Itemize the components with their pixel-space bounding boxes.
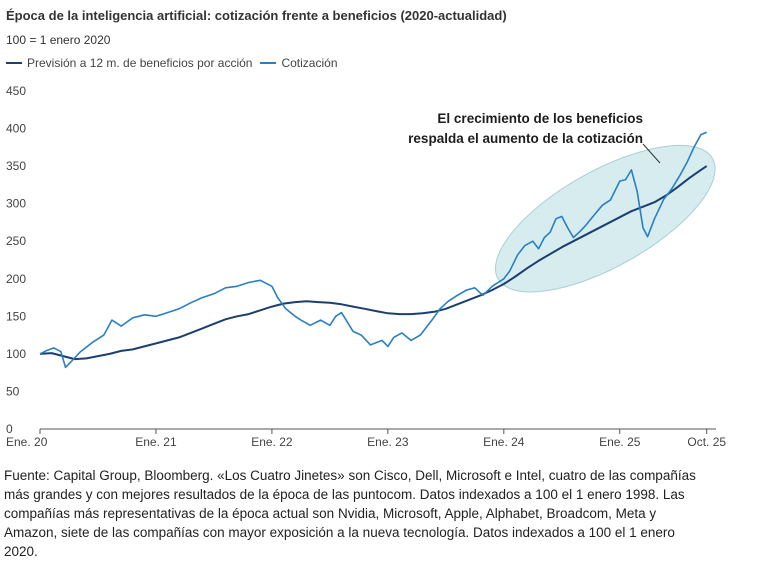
series-line-price bbox=[39, 131, 707, 369]
y-tick-label: 300 bbox=[6, 197, 26, 211]
y-tick-label: 450 bbox=[6, 84, 26, 98]
chart-plot: 0 50 100 150 200 250 300 350 400 450 Ene. 20 Ene. 2… bbox=[6, 84, 726, 449]
x-tick-label: Ene. 25 bbox=[599, 435, 641, 449]
y-tick-label: 0 bbox=[6, 422, 13, 436]
chart-title: Época de la inteligencia artificial: cot… bbox=[6, 8, 507, 23]
legend-label-price: Cotización bbox=[281, 56, 338, 70]
x-tick-label: Oct. 25 bbox=[687, 435, 726, 449]
series-line-eps bbox=[39, 165, 708, 361]
y-tick-label: 400 bbox=[6, 122, 26, 136]
highlight-ellipse bbox=[494, 144, 716, 293]
y-tick-label: 100 bbox=[6, 347, 26, 361]
legend-label-eps: Previsión a 12 m. de beneficios por acci… bbox=[27, 56, 253, 70]
y-tick-label: 50 bbox=[6, 384, 20, 398]
x-tick-label: Ene. 21 bbox=[135, 435, 177, 449]
legend-item-eps: Previsión a 12 m. de beneficios por acci… bbox=[6, 56, 252, 70]
chart-legend: Previsión a 12 m. de beneficios por acci… bbox=[6, 56, 346, 70]
y-tick-label: 150 bbox=[6, 309, 26, 323]
x-tick-label: Ene. 24 bbox=[483, 435, 525, 449]
annotation-leader-line bbox=[642, 143, 661, 164]
x-tick-label: Ene. 20 bbox=[6, 435, 48, 449]
x-tick-label: Ene. 22 bbox=[251, 435, 293, 449]
y-tick-label: 200 bbox=[6, 272, 26, 286]
annotation-line-2: respalda el aumento de la cotización bbox=[408, 131, 643, 146]
y-tick-label: 350 bbox=[6, 159, 26, 173]
footnote: Fuente: Capital Group, Bloomberg. «Los C… bbox=[4, 468, 696, 559]
x-tick-label: Ene. 23 bbox=[367, 435, 409, 449]
annotation-line-1: El crecimiento de los beneficios bbox=[437, 111, 643, 126]
y-tick-label: 250 bbox=[6, 234, 26, 248]
legend-swatch-price bbox=[260, 62, 277, 64]
legend-swatch-eps bbox=[6, 62, 22, 64]
legend-item-price: Cotización bbox=[260, 56, 338, 70]
chart-subtitle: 100 = 1 enero 2020 bbox=[6, 33, 111, 47]
